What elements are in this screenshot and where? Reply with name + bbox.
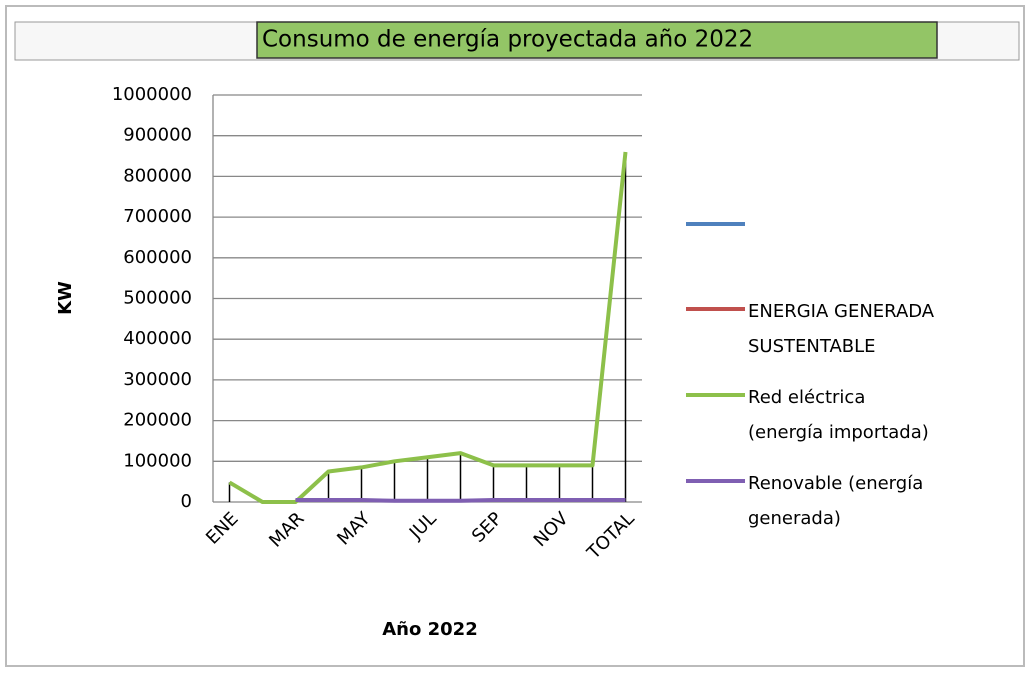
title-box bbox=[256, 21, 938, 59]
y-tick-label: 800000 bbox=[123, 165, 192, 186]
y-tick-label: 200000 bbox=[123, 410, 192, 431]
series-line bbox=[295, 497, 626, 503]
chart-frame bbox=[5, 5, 1025, 667]
y-tick-label: 0 bbox=[181, 491, 192, 512]
legend-label: Renovable (energía generada) bbox=[748, 473, 923, 529]
series-line bbox=[228, 151, 628, 504]
legend-label: Red eléctrica (energía importada) bbox=[748, 387, 929, 443]
y-tick-label: 900000 bbox=[123, 125, 192, 146]
y-tick-label: 700000 bbox=[123, 206, 192, 227]
y-tick-label: 500000 bbox=[123, 288, 192, 309]
y-tick-label: 600000 bbox=[123, 247, 192, 268]
x-axis-title: Año 2022 bbox=[382, 619, 477, 640]
legend-label: ENERGIA GENERADA SUSTENTABLE bbox=[748, 301, 935, 357]
y-tick-label: 1000000 bbox=[112, 84, 192, 105]
chart-title: Consumo de energía proyectada año 2022 bbox=[262, 27, 753, 53]
y-tick-label: 300000 bbox=[123, 369, 192, 390]
y-axis-title: KW bbox=[55, 281, 76, 315]
y-tick-label: 100000 bbox=[123, 450, 192, 471]
y-tick-label: 400000 bbox=[123, 328, 192, 349]
